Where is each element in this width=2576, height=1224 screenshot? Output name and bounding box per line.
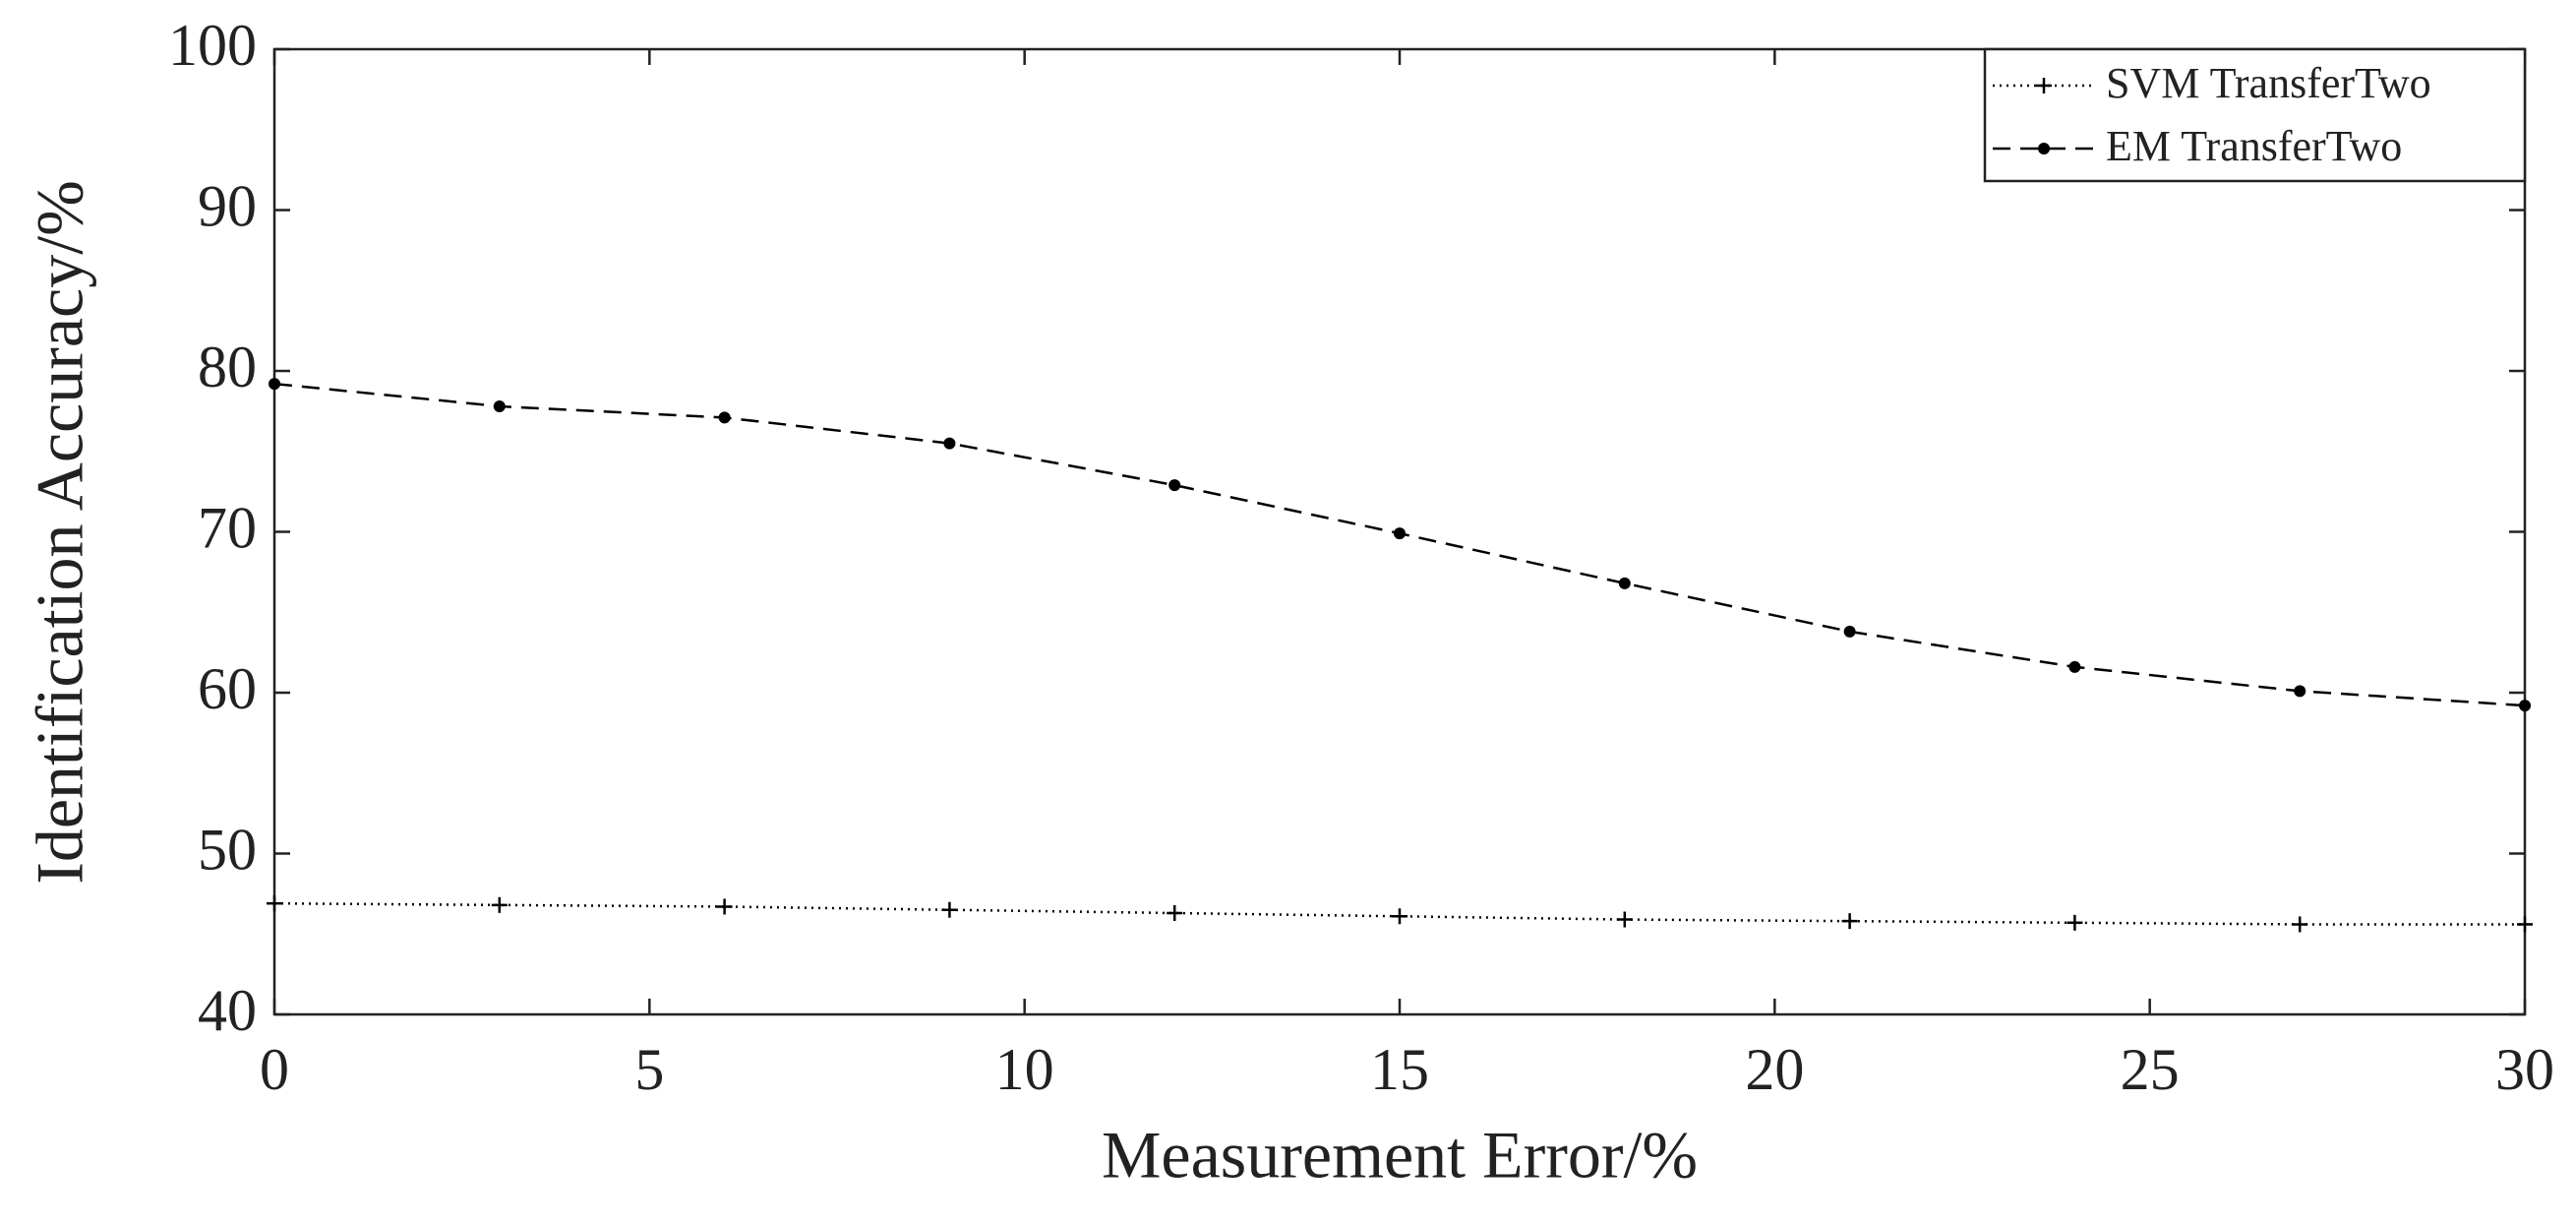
x-tick-label: 15 <box>1370 1037 1429 1102</box>
point-marker <box>1843 625 1856 638</box>
point-marker <box>1618 577 1631 589</box>
point-marker <box>1394 527 1406 540</box>
x-tick-label: 30 <box>2495 1037 2554 1102</box>
point-marker <box>1392 908 1408 925</box>
point-marker <box>269 378 280 391</box>
legend-marker <box>2038 143 2050 154</box>
legend-marker <box>2036 78 2052 93</box>
legend-label: SVM TransferTwo <box>2106 59 2431 107</box>
legend-box <box>1983 47 2527 183</box>
point-marker <box>716 898 733 915</box>
point-marker <box>2519 700 2531 712</box>
point-marker <box>1841 913 1858 930</box>
x-tick-label: 20 <box>1745 1037 1804 1102</box>
y-tick-label: 60 <box>198 656 257 721</box>
point-marker <box>491 896 508 913</box>
x-tick-label: 0 <box>260 1037 289 1102</box>
point-marker <box>1167 904 1183 921</box>
point-marker <box>2292 916 2308 933</box>
y-axis-label: Identification Accuracy/% <box>23 180 97 885</box>
y-tick-label: 80 <box>198 335 257 399</box>
x-tick-label: 10 <box>995 1037 1054 1102</box>
y-tick-label: 50 <box>198 817 257 882</box>
x-axis-label: Measurement Error/% <box>1102 1118 1698 1193</box>
point-marker <box>2294 685 2306 698</box>
point-marker <box>493 399 506 412</box>
y-tick-label: 40 <box>198 978 257 1043</box>
point-marker <box>2067 914 2083 931</box>
x-tick-label: 5 <box>634 1037 664 1102</box>
point-marker <box>267 895 282 912</box>
point-marker <box>1168 479 1181 492</box>
point-marker <box>718 411 731 424</box>
point-marker <box>2068 660 2081 673</box>
point-marker <box>941 901 958 918</box>
marker-dot <box>2038 143 2050 154</box>
y-tick-label: 100 <box>168 13 257 78</box>
y-tick-label: 90 <box>198 173 257 238</box>
y-tick-label: 70 <box>198 495 257 560</box>
point-marker <box>2517 916 2533 933</box>
series-line <box>273 382 2526 707</box>
x-tick-label: 25 <box>2121 1037 2180 1102</box>
legend-label: EM TransferTwo <box>2106 122 2402 170</box>
point-marker <box>1616 911 1633 928</box>
point-marker <box>943 437 956 450</box>
